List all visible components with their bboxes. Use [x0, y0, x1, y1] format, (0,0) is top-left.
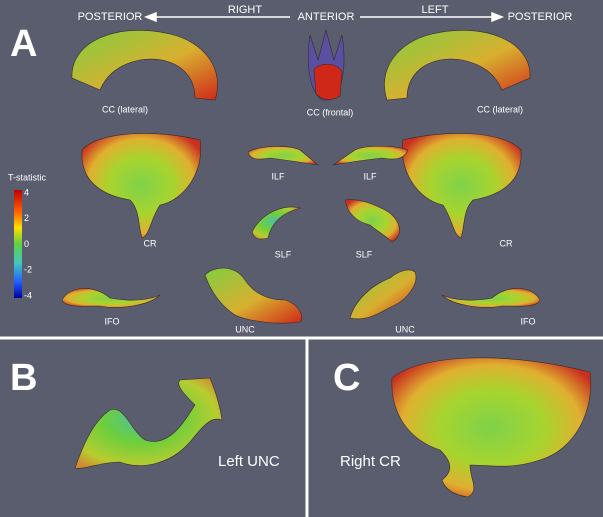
- structure-caption: Right CR: [340, 453, 401, 470]
- colorbar: [14, 190, 22, 298]
- colorbar-tick-label: -4: [24, 290, 32, 300]
- structure-label: CC (frontal): [307, 107, 354, 117]
- structure-label: IFO: [105, 316, 120, 326]
- colorbar-tick-label: 4: [24, 187, 29, 197]
- structure-label: CR: [500, 238, 513, 248]
- structure-label: UNC: [395, 324, 415, 334]
- structure-caption: Left UNC: [218, 453, 280, 470]
- tract-shape: [391, 357, 592, 498]
- tract-shapes: [61, 28, 541, 324]
- structure-label: UNC: [235, 324, 255, 334]
- colorbar-tick-label: 0: [24, 239, 29, 249]
- tract-shape: [74, 377, 223, 469]
- colorbar-title: T-statistic: [8, 172, 47, 182]
- direction-label: RIGHT: [228, 4, 263, 16]
- panel-letter: B: [10, 357, 37, 399]
- structure-label: CR: [144, 238, 157, 248]
- structure-label: ILF: [363, 171, 377, 181]
- structure-label: SLF: [356, 249, 373, 259]
- direction-label: ANTERIOR: [298, 11, 355, 23]
- direction-arrows: [143, 11, 505, 23]
- panel-letter: C: [333, 357, 360, 399]
- direction-label: LEFT: [422, 4, 449, 16]
- panel-letter: A: [10, 23, 37, 65]
- direction-label: POSTERIOR: [508, 11, 573, 23]
- structure-label: IFO: [521, 316, 536, 326]
- colorbar-ticks: 4 2 0 -2 -4: [24, 187, 32, 300]
- structure-label: CC (lateral): [102, 104, 148, 114]
- colorbar-tick-label: 2: [24, 213, 29, 223]
- structure-label: SLF: [275, 249, 292, 259]
- structure-label: CC (lateral): [477, 104, 523, 114]
- structure-label: ILF: [271, 171, 285, 181]
- direction-label: POSTERIOR: [78, 11, 143, 23]
- colorbar-tick-label: -2: [24, 265, 32, 275]
